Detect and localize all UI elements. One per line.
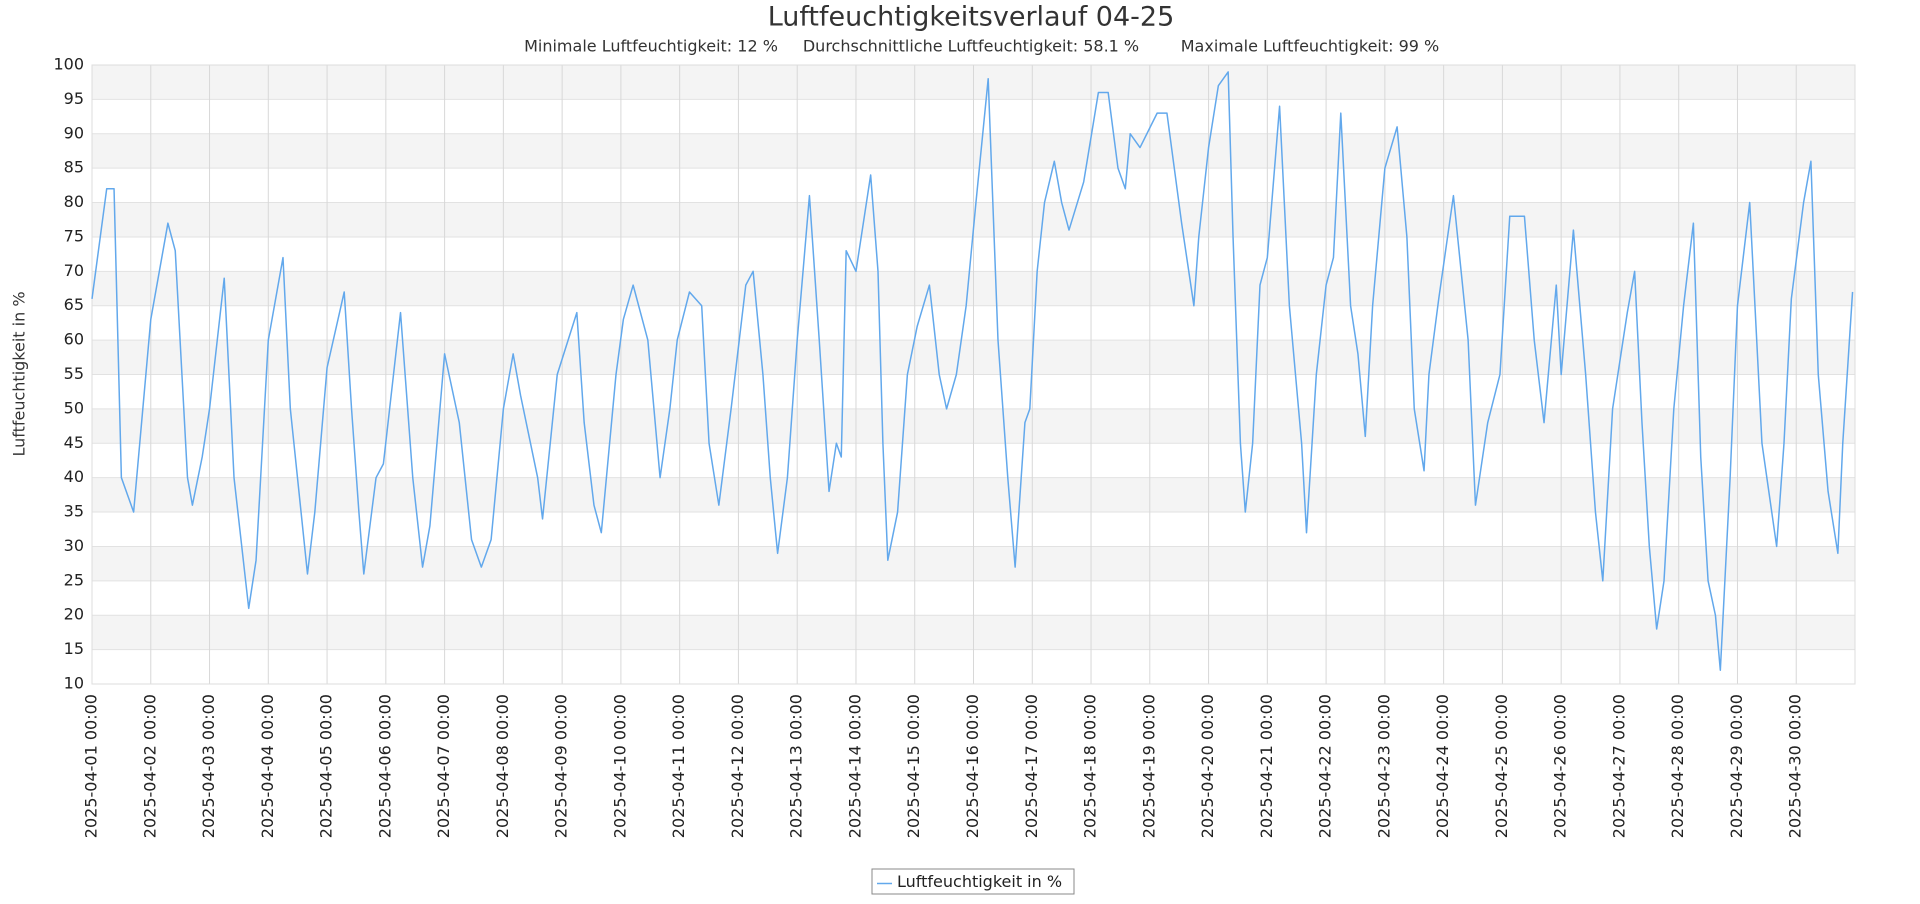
y-tick-label: 20	[64, 605, 84, 624]
x-tick-label: 2025-04-21 00:00	[1257, 694, 1276, 838]
x-tick-label: 2025-04-30 00:00	[1786, 694, 1805, 838]
y-tick-label: 80	[64, 192, 84, 211]
x-tick-label: 2025-04-13 00:00	[787, 694, 806, 838]
x-tick-label: 2025-04-06 00:00	[375, 694, 394, 838]
x-tick-label: 2025-04-22 00:00	[1316, 694, 1335, 838]
y-tick-label: 85	[64, 158, 84, 177]
chart-title: Luftfeuchtigkeitsverlauf 04-25	[768, 2, 1175, 33]
x-tick-label: 2025-04-04 00:00	[258, 694, 277, 838]
x-tick-label: 2025-04-12 00:00	[728, 694, 747, 838]
y-tick-label: 45	[64, 433, 84, 452]
legend-box	[871, 868, 1075, 895]
y-tick-label: 60	[64, 330, 84, 349]
y-tick-label: 100	[53, 55, 84, 74]
x-tick-label: 2025-04-20 00:00	[1198, 694, 1217, 838]
y-tick-label: 15	[64, 639, 84, 658]
subtitle: Maximale Luftfeuchtigkeit: 99 %	[1181, 37, 1440, 56]
legend-label: Luftfeuchtigkeit in %	[897, 872, 1062, 891]
x-tick-label: 2025-04-29 00:00	[1727, 694, 1746, 838]
x-tick-label: 2025-04-02 00:00	[140, 694, 159, 838]
subtitle: Minimale Luftfeuchtigkeit: 12 %	[524, 37, 778, 56]
x-tick-label: 2025-04-01 00:00	[82, 694, 101, 838]
data-line	[91, 71, 1854, 671]
y-axis-label: Luftfeuchtigkeit in %	[10, 291, 29, 456]
x-tick-label: 2025-04-08 00:00	[493, 694, 512, 838]
x-tick-label: 2025-04-24 00:00	[1433, 694, 1452, 838]
x-tick-label: 2025-04-23 00:00	[1374, 694, 1393, 838]
x-tick-label: 2025-04-16 00:00	[963, 694, 982, 838]
x-tick-label: 2025-04-10 00:00	[610, 694, 629, 838]
x-tick-label: 2025-04-17 00:00	[1022, 694, 1041, 838]
x-tick-label: 2025-04-03 00:00	[199, 694, 218, 838]
x-tick-label: 2025-04-14 00:00	[845, 694, 864, 838]
y-tick-label: 70	[64, 261, 84, 280]
x-tick-label: 2025-04-25 00:00	[1492, 694, 1511, 838]
x-tick-label: 2025-04-27 00:00	[1609, 694, 1628, 838]
x-tick-label: 2025-04-18 00:00	[1081, 694, 1100, 838]
y-tick-label: 30	[64, 536, 84, 555]
legend: Luftfeuchtigkeit in %	[871, 868, 1075, 895]
y-tick-label: 55	[64, 364, 84, 383]
x-tick-label: 2025-04-07 00:00	[434, 694, 453, 838]
subtitle: Durchschnittliche Luftfeuchtigkeit: 58.1…	[803, 37, 1139, 56]
y-tick-label: 95	[64, 89, 84, 108]
plot-border	[91, 64, 1856, 685]
y-tick-label: 50	[64, 398, 84, 417]
x-tick-label: 2025-04-15 00:00	[904, 694, 923, 838]
y-tick-label: 40	[64, 467, 84, 486]
y-tick-label: 65	[64, 295, 84, 314]
y-tick-label: 35	[64, 502, 84, 521]
y-tick-label: 10	[64, 674, 84, 693]
x-tick-label: 2025-04-19 00:00	[1139, 694, 1158, 838]
x-tick-label: 2025-04-11 00:00	[669, 694, 688, 838]
y-tick-label: 25	[64, 570, 84, 589]
y-tick-label: 75	[64, 226, 84, 245]
x-tick-label: 2025-04-26 00:00	[1551, 694, 1570, 838]
y-tick-label: 90	[64, 123, 84, 142]
x-tick-label: 2025-04-28 00:00	[1668, 694, 1687, 838]
x-tick-label: 2025-04-09 00:00	[552, 694, 571, 838]
x-tick-label: 2025-04-05 00:00	[317, 694, 336, 838]
